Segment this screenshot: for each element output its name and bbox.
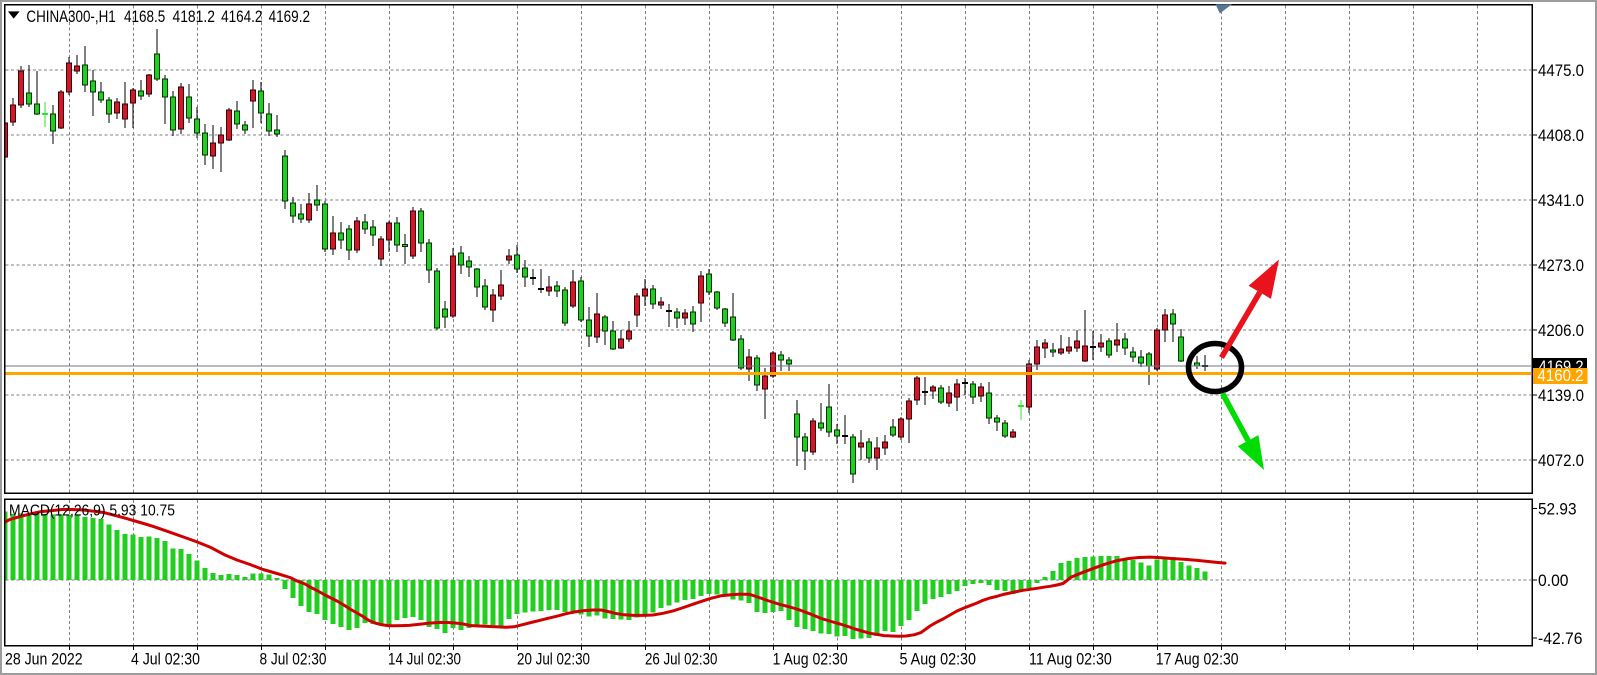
svg-text:4181.2: 4181.2 <box>173 7 215 26</box>
svg-text:20 Jul 02:30: 20 Jul 02:30 <box>517 650 590 669</box>
svg-text:4 Jul 02:30: 4 Jul 02:30 <box>131 650 200 669</box>
svg-text:11 Aug 02:30: 11 Aug 02:30 <box>1029 650 1112 669</box>
svg-text:4273.0: 4273.0 <box>1538 256 1584 275</box>
svg-text:8 Jul 02:30: 8 Jul 02:30 <box>260 650 327 669</box>
svg-text:4072.0: 4072.0 <box>1538 451 1584 470</box>
svg-text:14 Jul 02:30: 14 Jul 02:30 <box>388 650 461 669</box>
svg-text:26 Jul 02:30: 26 Jul 02:30 <box>645 650 717 669</box>
svg-text:4475.0: 4475.0 <box>1538 61 1584 80</box>
svg-text:5 Aug 02:30: 5 Aug 02:30 <box>900 650 977 669</box>
svg-text:52.93: 52.93 <box>1538 500 1577 519</box>
svg-text:4164.2: 4164.2 <box>221 7 262 26</box>
svg-text:-42.76: -42.76 <box>1538 629 1583 648</box>
svg-text:0.00: 0.00 <box>1538 571 1569 590</box>
svg-text:MACD(12,26,9) 5.93 10.75: MACD(12,26,9) 5.93 10.75 <box>9 503 175 520</box>
svg-text:4160.2: 4160.2 <box>1538 366 1584 385</box>
svg-text:CHINA300-,H1: CHINA300-,H1 <box>26 7 115 26</box>
svg-text:4408.0: 4408.0 <box>1538 126 1584 145</box>
svg-text:17 Aug 02:30: 17 Aug 02:30 <box>1156 650 1239 669</box>
svg-text:4341.0: 4341.0 <box>1538 191 1584 210</box>
svg-text:28 Jun 2022: 28 Jun 2022 <box>5 650 83 669</box>
svg-text:4168.5: 4168.5 <box>124 7 165 26</box>
svg-text:4169.2: 4169.2 <box>269 7 310 26</box>
svg-text:1 Aug 02:30: 1 Aug 02:30 <box>773 650 848 669</box>
svg-text:4206.0: 4206.0 <box>1538 321 1584 340</box>
svg-text:4139.0: 4139.0 <box>1538 386 1584 405</box>
